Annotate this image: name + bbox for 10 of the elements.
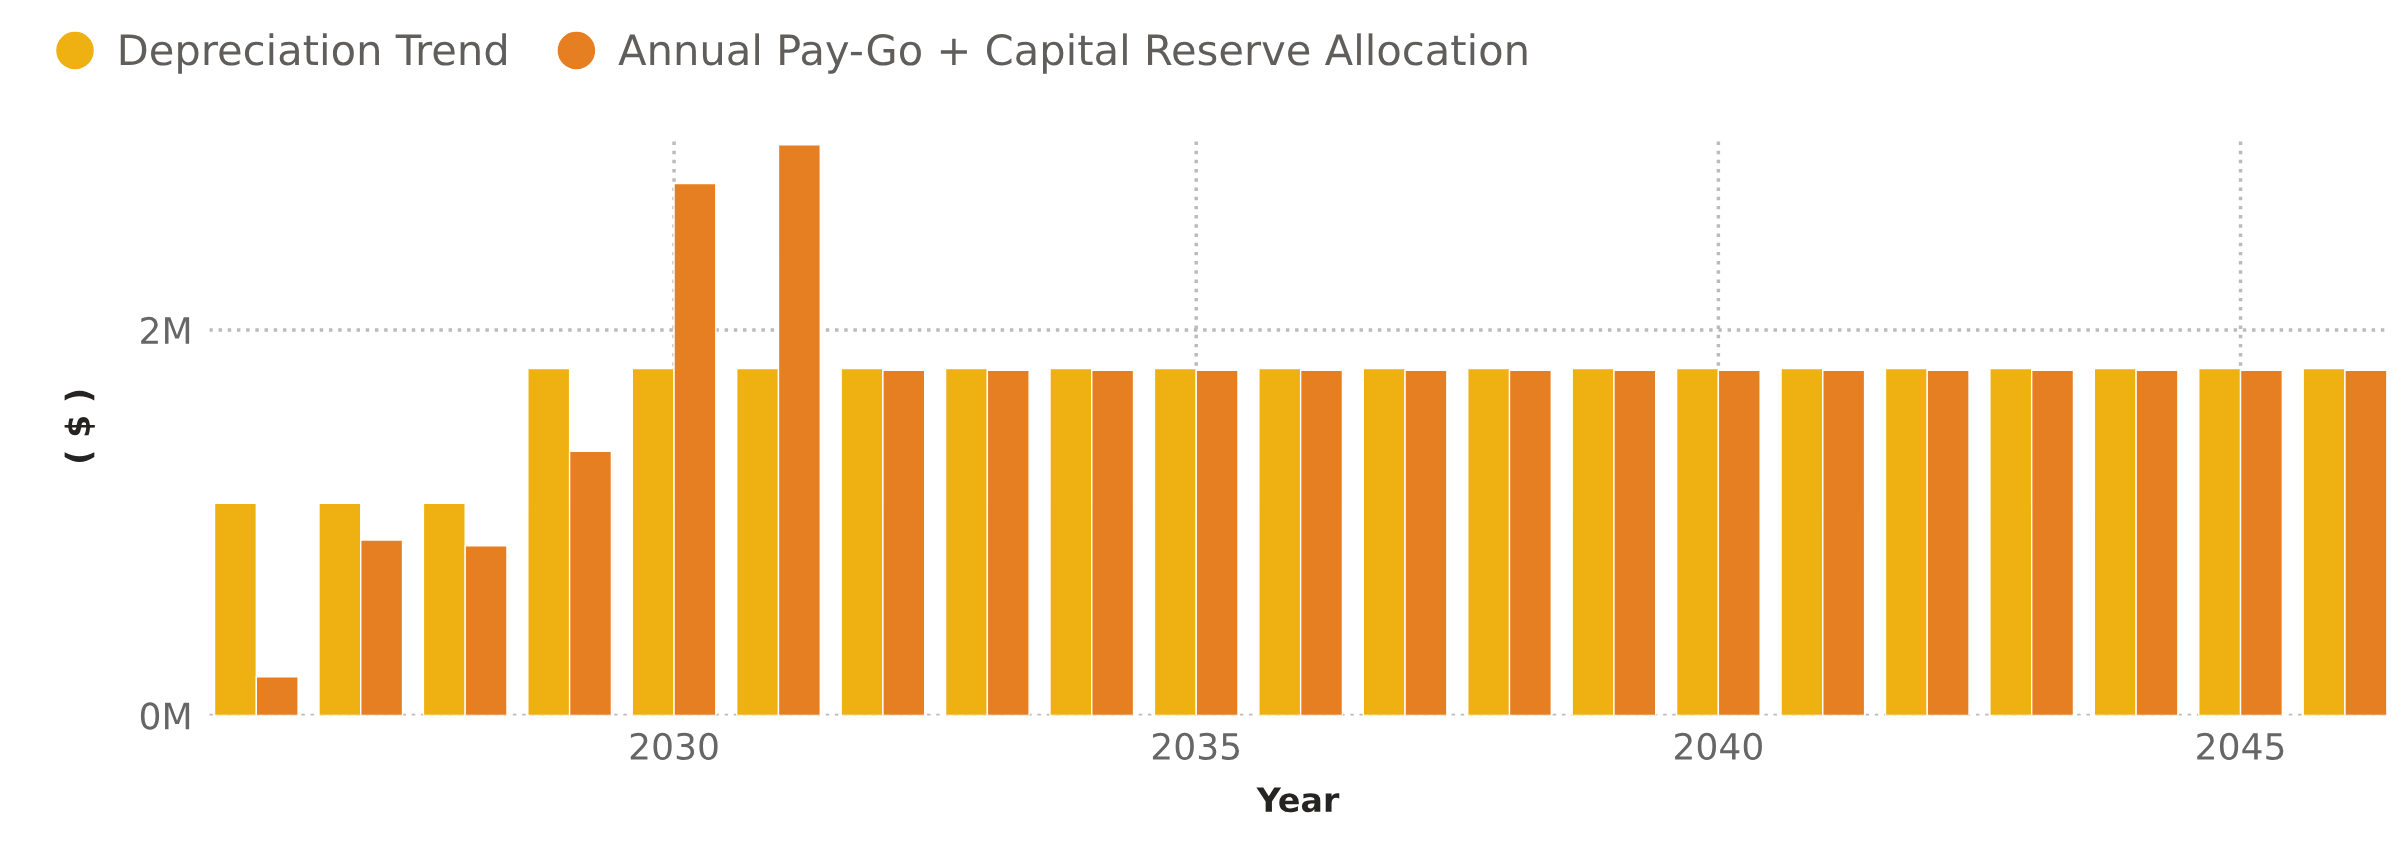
x-tick-label: 2040 bbox=[1675, 732, 1762, 761]
x-tick-label: 2045 bbox=[2197, 732, 2284, 761]
legend-label: Annual Pay-Go + Capital Reserve Allocation bbox=[618, 33, 1527, 74]
y-tick-label: 0M bbox=[140, 702, 190, 730]
x-tick-label: 2030 bbox=[630, 732, 718, 761]
y-axis-title: ( $ ) bbox=[64, 390, 95, 462]
y-tick-label: 2M bbox=[141, 316, 190, 344]
x-tick-label: 2035 bbox=[1152, 732, 1240, 761]
x-axis-title: Year bbox=[1256, 787, 1340, 813]
legend-label: Depreciation Trend bbox=[120, 33, 506, 74]
